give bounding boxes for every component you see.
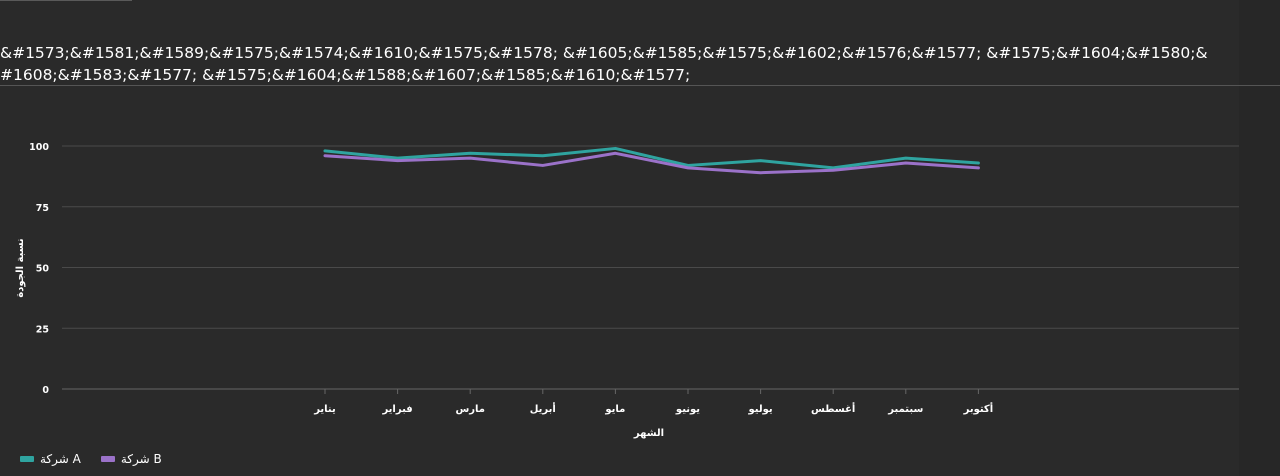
x-tick-label-10: أكتوبر xyxy=(963,402,994,415)
x-tick-label-5: مايو xyxy=(604,404,625,415)
x-tick-label-3: مارس xyxy=(455,404,485,415)
x-tick-label-6: يونيو xyxy=(675,404,700,415)
x-axis-title: الشهر xyxy=(633,428,664,439)
x-tick-label-7: يوليو xyxy=(748,404,773,415)
y-tick-label-25: 25 xyxy=(36,324,49,335)
title-divider xyxy=(0,85,1280,86)
series-line-a xyxy=(323,146,980,170)
legend-item-b[interactable]: شركة B xyxy=(100,452,162,466)
legend-label-a: شركة A xyxy=(40,452,81,466)
legend-item-a[interactable]: شركة A xyxy=(20,452,81,466)
y-axis-title: نسبة الجودة xyxy=(15,238,26,297)
legend-swatch-b xyxy=(100,456,115,462)
chart-legend: شركة A شركة B xyxy=(20,452,162,466)
y-tick-label-75: 75 xyxy=(36,203,49,214)
legend-label-b: شركة B xyxy=(120,452,162,466)
y-tick-label-50: 50 xyxy=(36,264,50,275)
x-tick-label-9: سبتمبر xyxy=(887,404,923,415)
x-tick-label-2: فبراير xyxy=(381,404,412,415)
chart-panel xyxy=(0,0,1239,476)
y-tick-label-0: 0 xyxy=(42,385,49,396)
chart-title: &#1573;&#1581;&#1589;&#1575;&#1574;&#161… xyxy=(0,44,1208,84)
x-tick-label-8: أغسطس xyxy=(811,402,855,415)
top-divider xyxy=(0,0,132,1)
y-tick-label-100: 100 xyxy=(29,142,49,153)
x-tick-label-4: أبريل xyxy=(530,402,556,415)
legend-swatch-a xyxy=(20,456,34,462)
x-tick-label-1: يناير xyxy=(313,404,336,415)
series-line-b xyxy=(323,151,980,175)
